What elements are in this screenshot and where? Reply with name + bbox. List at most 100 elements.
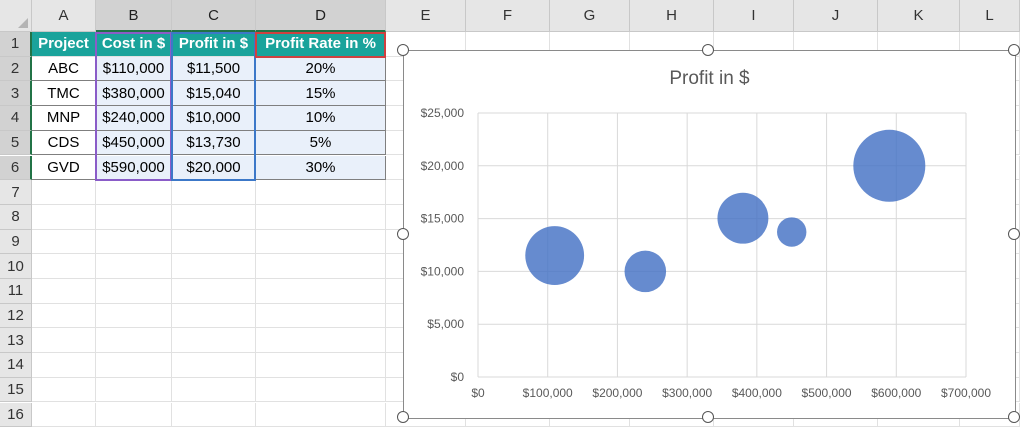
resize-handle-middle-right[interactable] [1008,228,1020,240]
resize-handle-middle-left[interactable] [397,228,409,240]
cell-a15[interactable] [32,377,96,403]
row-header-10[interactable]: 10 [0,254,32,279]
table-header-cell[interactable]: Profit Rate in % [256,32,386,57]
cell-c11[interactable] [172,279,256,304]
cell-c16[interactable] [172,402,256,427]
row-header-13[interactable]: 13 [0,328,32,354]
column-header-d[interactable]: D [256,0,386,32]
row-header-4[interactable]: 4 [0,106,32,131]
bubble-point[interactable] [777,217,807,247]
cell-a10[interactable] [32,254,96,279]
table-cell[interactable]: $110,000 [96,56,172,82]
cell-c15[interactable] [172,377,256,403]
cell-a14[interactable] [32,353,96,378]
cell-d9[interactable] [256,229,386,255]
chart-title[interactable]: Profit in $ [669,68,750,89]
cell-b10[interactable] [96,254,172,279]
resize-handle-top-right[interactable] [1008,44,1020,56]
bubble-point[interactable] [853,129,926,202]
table-cell[interactable]: TMC [32,81,96,107]
cell-d8[interactable] [256,204,386,230]
cell-b13[interactable] [96,328,172,354]
column-header-i[interactable]: I [714,0,794,32]
row-header-1[interactable]: 1 [0,32,32,57]
cell-c8[interactable] [172,204,256,230]
cell-d14[interactable] [256,353,386,378]
cell-d15[interactable] [256,377,386,403]
table-cell[interactable]: 10% [256,106,386,131]
table-header-cell[interactable]: Profit in $ [172,32,256,57]
resize-handle-bottom-left[interactable] [397,411,409,423]
cell-d10[interactable] [256,254,386,279]
table-cell[interactable]: ABC [32,56,96,82]
row-header-6[interactable]: 6 [0,155,32,181]
cell-b7[interactable] [96,180,172,205]
row-header-14[interactable]: 14 [0,353,32,378]
resize-handle-bottom-right[interactable] [1008,411,1020,423]
table-cell[interactable]: $380,000 [96,81,172,107]
table-cell[interactable]: 15% [256,81,386,107]
table-cell[interactable]: 5% [256,130,386,156]
table-cell[interactable]: $13,730 [172,130,256,156]
cell-a7[interactable] [32,180,96,205]
table-cell[interactable]: GVD [32,155,96,181]
cell-c9[interactable] [172,229,256,255]
table-cell[interactable]: $10,000 [172,106,256,131]
row-header-3[interactable]: 3 [0,81,32,107]
cell-a16[interactable] [32,402,96,427]
resize-handle-bottom-center[interactable] [702,411,714,423]
cell-c13[interactable] [172,328,256,354]
row-header-5[interactable]: 5 [0,130,32,156]
cell-b8[interactable] [96,204,172,230]
row-header-16[interactable]: 16 [0,402,32,427]
bubble-chart[interactable]: Profit in $ $0 $100,000 $200,000 $300,000 $4… [403,50,1016,419]
column-header-c[interactable]: C [172,0,256,32]
row-header-8[interactable]: 8 [0,204,32,230]
row-header-7[interactable]: 7 [0,180,32,205]
column-header-l[interactable]: L [960,0,1020,32]
table-cell[interactable]: CDS [32,130,96,156]
row-header-9[interactable]: 9 [0,229,32,255]
table-cell[interactable]: $11,500 [172,56,256,82]
column-header-b[interactable]: B [96,0,172,32]
cell-d7[interactable] [256,180,386,205]
row-header-15[interactable]: 15 [0,377,32,403]
table-cell[interactable]: $590,000 [96,155,172,181]
cell-d11[interactable] [256,279,386,304]
cell-c14[interactable] [172,353,256,378]
cell-a13[interactable] [32,328,96,354]
cell-b12[interactable] [96,303,172,329]
row-header-2[interactable]: 2 [0,56,32,82]
cell-b15[interactable] [96,377,172,403]
cell-a8[interactable] [32,204,96,230]
table-cell[interactable]: 30% [256,155,386,181]
cell-b14[interactable] [96,353,172,378]
table-cell[interactable]: 20% [256,56,386,82]
plot-area[interactable]: $0 $100,000 $200,000 $300,000 $400,000 $500,0… [404,51,1015,418]
cell-a11[interactable] [32,279,96,304]
table-cell[interactable]: $20,000 [172,155,256,181]
cell-c7[interactable] [172,180,256,205]
table-cell[interactable]: $15,040 [172,81,256,107]
cell-d13[interactable] [256,328,386,354]
cell-c12[interactable] [172,303,256,329]
column-header-j[interactable]: J [794,0,878,32]
resize-handle-top-center[interactable] [702,44,714,56]
cell-d12[interactable] [256,303,386,329]
column-header-g[interactable]: G [550,0,630,32]
resize-handle-top-left[interactable] [397,44,409,56]
table-header-cell[interactable]: Cost in $ [96,32,172,57]
bubble-point[interactable] [717,192,769,244]
table-cell[interactable]: $450,000 [96,130,172,156]
cell-a9[interactable] [32,229,96,255]
table-cell[interactable]: MNP [32,106,96,131]
cell-d16[interactable] [256,402,386,427]
cell-a12[interactable] [32,303,96,329]
column-header-h[interactable]: H [630,0,714,32]
select-all-corner[interactable] [0,0,32,32]
cell-b9[interactable] [96,229,172,255]
column-header-k[interactable]: K [878,0,960,32]
column-header-f[interactable]: F [466,0,550,32]
table-header-cell[interactable]: Project [32,32,96,57]
column-header-e[interactable]: E [386,0,466,32]
